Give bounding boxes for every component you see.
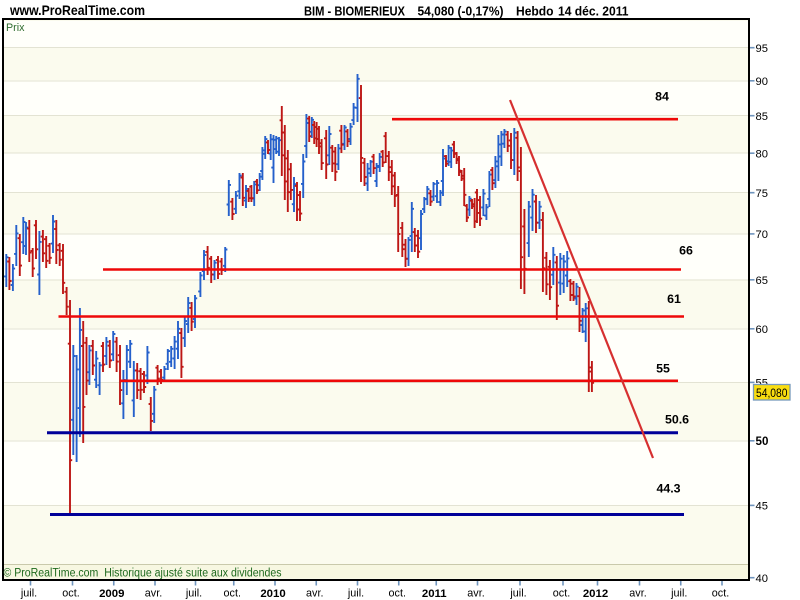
svg-text:oct.: oct. — [389, 588, 406, 600]
svg-text:BIM - BIOMERIEUX: BIM - BIOMERIEUX — [304, 4, 405, 19]
svg-text:avr.: avr. — [306, 588, 323, 600]
svg-text:oct.: oct. — [224, 588, 241, 600]
svg-text:2010: 2010 — [260, 588, 285, 600]
svg-text:oct.: oct. — [553, 588, 570, 600]
svg-text:www.ProRealTime.com: www.ProRealTime.com — [9, 2, 145, 18]
svg-text:2012: 2012 — [583, 588, 608, 600]
svg-text:juil.: juil. — [347, 588, 364, 600]
svg-text:juil.: juil. — [670, 588, 687, 600]
svg-text:90: 90 — [756, 76, 768, 88]
svg-text:juil.: juil. — [185, 588, 202, 600]
svg-text:oct.: oct. — [62, 588, 79, 600]
svg-text:© ProRealTime.com Historique: © ProRealTime.com Historique ajusté suit… — [4, 568, 282, 580]
svg-text:95: 95 — [756, 43, 768, 55]
svg-text:14 déc. 2011: 14 déc. 2011 — [558, 4, 629, 19]
svg-text:Prix: Prix — [6, 22, 25, 34]
svg-text:45: 45 — [756, 501, 768, 513]
svg-text:70: 70 — [756, 229, 768, 241]
svg-text:80: 80 — [756, 148, 768, 160]
svg-text:2009: 2009 — [99, 588, 124, 600]
svg-text:juil.: juil. — [509, 588, 526, 600]
svg-text:50: 50 — [756, 435, 769, 448]
svg-text:75: 75 — [756, 188, 768, 200]
svg-text:66: 66 — [679, 244, 693, 258]
svg-text:85: 85 — [756, 111, 768, 123]
svg-text:55: 55 — [656, 362, 670, 376]
svg-text:65: 65 — [756, 275, 768, 287]
svg-text:avr.: avr. — [629, 588, 646, 600]
svg-text:Hebdo: Hebdo — [516, 4, 554, 19]
svg-text:54,080 (-0,17%): 54,080 (-0,17%) — [418, 4, 504, 19]
svg-text:61: 61 — [667, 292, 681, 306]
svg-text:2011: 2011 — [422, 588, 447, 600]
svg-text:60: 60 — [756, 324, 768, 336]
svg-text:40: 40 — [756, 573, 768, 585]
svg-text:84: 84 — [655, 90, 669, 104]
svg-text:juil.: juil. — [20, 588, 37, 600]
svg-text:44.3: 44.3 — [656, 481, 680, 495]
svg-text:oct.: oct. — [712, 588, 729, 600]
svg-text:54,080: 54,080 — [756, 388, 788, 400]
svg-text:avr.: avr. — [467, 588, 484, 600]
svg-text:50.6: 50.6 — [665, 412, 689, 426]
svg-text:avr.: avr. — [145, 588, 162, 600]
